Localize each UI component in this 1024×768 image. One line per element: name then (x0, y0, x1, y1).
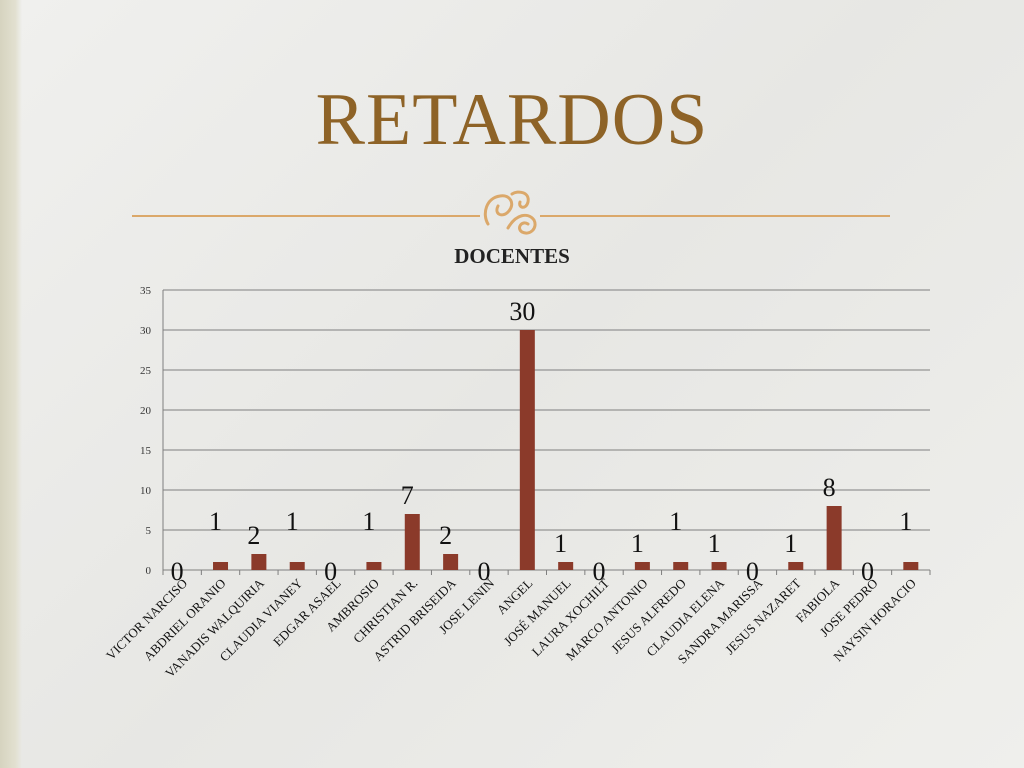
title-divider-left (132, 215, 480, 217)
data-label: 8 (823, 473, 836, 502)
y-tick-label: 10 (140, 485, 152, 497)
left-decorative-band (0, 0, 22, 768)
data-label: 1 (669, 507, 682, 536)
bar (711, 562, 727, 570)
y-tick-label: 0 (146, 565, 152, 577)
bar (251, 554, 267, 570)
bar (213, 562, 229, 570)
bar (366, 562, 382, 570)
data-label: 1 (899, 507, 912, 536)
bar (634, 562, 650, 570)
bar (289, 562, 305, 570)
data-label: 1 (209, 507, 222, 536)
data-label: 2 (247, 521, 260, 550)
data-label: 1 (286, 507, 299, 536)
y-tick-label: 5 (146, 525, 152, 537)
data-label: 1 (554, 529, 567, 558)
bar (673, 562, 689, 570)
data-label: 1 (708, 529, 721, 558)
ornament-icon (483, 190, 537, 235)
data-label: 0 (593, 557, 606, 586)
bar (903, 562, 919, 570)
title-divider-right (540, 215, 890, 217)
category-label: EDGAR ASAEL (270, 575, 344, 649)
bar (519, 330, 535, 570)
y-tick-label: 25 (140, 365, 152, 377)
data-label: 7 (401, 481, 414, 510)
data-label: 1 (362, 507, 375, 536)
bar (826, 506, 842, 570)
data-label: 0 (861, 557, 874, 586)
y-tick-label: 30 (140, 325, 152, 337)
bar (788, 562, 804, 570)
chart-title: DOCENTES (454, 244, 570, 268)
y-tick-label: 35 (140, 285, 152, 297)
y-tick-label: 20 (140, 405, 152, 417)
slide-title: RETARDOS (315, 79, 709, 161)
category-label: JOSÉ MANUEL (501, 575, 574, 648)
data-label: 0 (746, 557, 759, 586)
data-label: 0 (477, 557, 490, 586)
bar (404, 514, 420, 570)
data-label: 0 (171, 557, 184, 586)
y-tick-label: 15 (140, 445, 152, 457)
bar (443, 554, 459, 570)
data-label: 1 (784, 529, 797, 558)
data-label: 30 (509, 297, 535, 326)
data-label: 0 (324, 557, 337, 586)
data-label: 1 (631, 529, 644, 558)
data-label: 2 (439, 521, 452, 550)
bar (558, 562, 574, 570)
